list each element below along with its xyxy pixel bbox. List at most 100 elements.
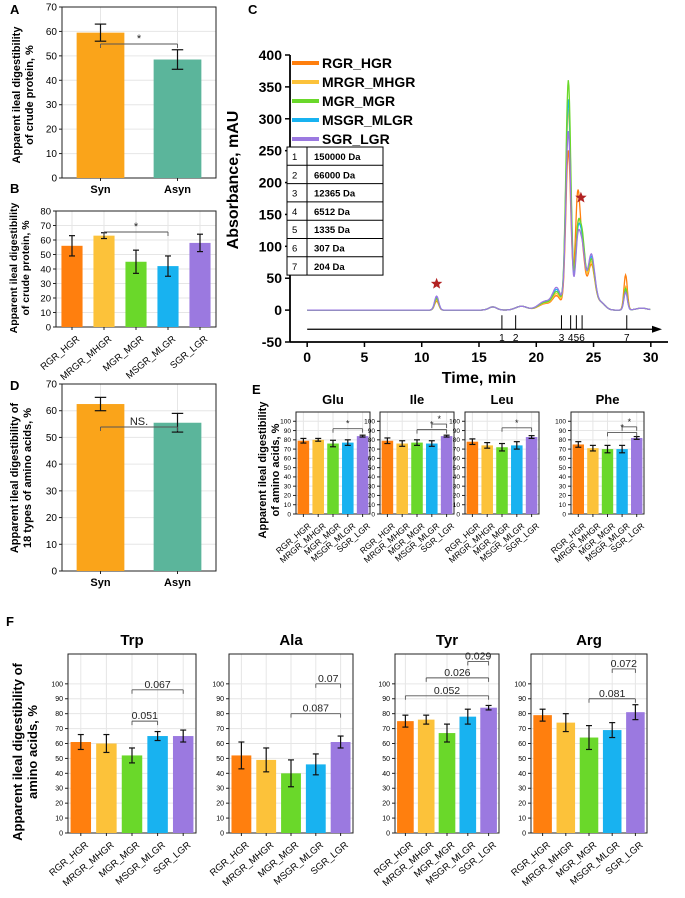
panel-f-ala-significance-label: 0.087 <box>303 703 329 715</box>
panel-c-mw-table-index: 3 <box>292 189 297 200</box>
panel-b-plot: 01020304050607080RGR_HGRMRGR_MHGRMGR_MGR… <box>39 206 217 383</box>
panel-d-bar-asyn <box>153 422 202 571</box>
panel-f-tyr-significance-label: 0.052 <box>434 685 460 697</box>
panel-e-phe-ytick-label: 90 <box>559 428 567 435</box>
panel-d-plot: 0 10 20 30 40 50 60 70 Syn Asyn NS. <box>46 380 217 589</box>
panel-e-ile-ytick-label: 20 <box>368 493 376 500</box>
panel-e-leu-ytick-label: 90 <box>453 428 461 435</box>
panel-c-legend-label: SGR_LGR <box>322 131 390 147</box>
panel-f-ala-ytick-label: 50 <box>216 756 224 763</box>
panel-e-glu-bar-msgr_mlgr <box>342 442 354 514</box>
panel-c-mw-table-weight: 1335 Da <box>314 225 351 236</box>
panel-e-phe-ytick-label: 50 <box>559 465 567 472</box>
panel-e-ile-ytick-label: 30 <box>368 483 376 490</box>
panel-d-ytick-label: 10 <box>46 540 58 551</box>
panel-a-category-label: Asyn <box>164 184 191 196</box>
panel-e-leu-title: Leu <box>490 392 513 407</box>
panel-f-tyr-ytick-label: 50 <box>382 756 390 763</box>
panel-d-ytick-label: 60 <box>46 406 58 417</box>
panel-f-arg-ytick-label: 60 <box>518 741 526 748</box>
panel-f-trp-title: Trp <box>120 632 143 649</box>
panel-letter-f: F <box>6 614 14 629</box>
panel-c-mw-table-index: 1 <box>292 152 297 163</box>
panel-f-tyr-significance-label: 0.026 <box>444 667 470 679</box>
panel-e-leu-significance-label: * <box>515 418 519 428</box>
panel-c-xtick-label: 25 <box>586 349 602 365</box>
panel-e-glu-bar-mrgr_mhgr <box>312 439 324 514</box>
panel-b-bar-msgr_mlgr <box>157 266 179 327</box>
panel-e-glu-plot: 0102030405060708090100RGR_HGRMRGR_MHGRMG… <box>274 411 372 565</box>
panel-f-arg-significance-label: 0.072 <box>611 658 637 670</box>
panel-letter-c: C <box>248 2 258 17</box>
panel-c-marker-label: 7 <box>624 333 630 344</box>
panel-f-trp-bar-rgr_hgr <box>70 742 92 833</box>
panel-c-legend-label: MSGR_MLGR <box>322 112 413 128</box>
panel-a-ylabel: Apparent ileal digestibility <box>11 26 23 164</box>
panel-e-leu-ytick-label: 0 <box>456 511 460 518</box>
panel-f-tyr-ytick-label: 10 <box>382 816 390 823</box>
panel-e-leu-ytick-label: 40 <box>453 474 461 481</box>
panel-c-mw-table-index: 5 <box>292 225 297 236</box>
panel-e-ile-significance-label: * <box>437 414 441 424</box>
panel-e-ile-ytick-label: 100 <box>364 419 375 426</box>
panel-f-ala-ytick-label: 80 <box>216 711 224 718</box>
panel-c-marker-arrowhead <box>652 325 662 333</box>
panel-c-xtick-label: 15 <box>471 349 487 365</box>
panel-f-trp-significance-label: 0.067 <box>144 679 170 691</box>
panel-a-axes-frame <box>61 6 217 179</box>
panel-e-ile-plot: 0102030405060708090100RGR_HGRMRGR_MHGRMG… <box>358 411 456 565</box>
panel-f-ylabel: amino acids, % <box>25 705 40 799</box>
panel-f-trp-ytick-label: 70 <box>55 726 63 733</box>
panel-f-tyr-ytick-label: 60 <box>382 741 390 748</box>
panel-e-ile-ytick-label: 90 <box>368 428 376 435</box>
panel-e-leu-bar-rgr_hgr <box>466 441 479 514</box>
panel-f-trp-significance-label: 0.051 <box>132 710 158 722</box>
panel-f-tyr-bar-mgr_mgr <box>438 733 456 833</box>
panel-f-trp-bar-msgr_mlgr <box>147 736 168 833</box>
panel-b-bar-rgr_hgr <box>61 245 83 327</box>
panel-f-tyr-plot: 0102030405060708090100RGR_HGRMRGR_MHGRMG… <box>372 650 500 889</box>
panel-f-arg-plot: 0102030405060708090100RGR_HGRMRGR_MHGRMG… <box>509 653 648 889</box>
panel-e-phe-bar-sgr_lgr <box>631 437 643 514</box>
panel-e-leu-ytick-label: 80 <box>453 437 461 444</box>
panel-c-marker-label: 4 <box>568 333 574 344</box>
panel-f-trp-plot: 0102030405060708090100RGR_HGRMRGR_MHGRMG… <box>47 653 197 889</box>
panel-c-legend-label: MGR_MGR <box>322 93 395 109</box>
panel-d-ytick-label: 20 <box>46 513 58 524</box>
panel-c-marker-label: 1 <box>499 333 505 344</box>
panel-f-arg-bar-mgr_mgr <box>579 737 599 833</box>
panel-e-phe-title: Phe <box>596 392 620 407</box>
panel-c-xtick-label: 5 <box>361 349 369 365</box>
panel-e-glu-ytick-label: 50 <box>284 465 292 472</box>
panel-e-glu-ytick-label: 30 <box>284 483 292 490</box>
panel-f-ala-bar-mgr_mgr <box>281 773 301 833</box>
panel-a-ytick-label: 20 <box>46 125 58 136</box>
panel-e-glu-ytick-label: 40 <box>284 474 292 481</box>
panel-c-mw-table-index: 2 <box>292 170 297 181</box>
panel-b-ytick-label: 20 <box>40 293 51 304</box>
panel-f-ala-bar-mrgr_mhgr <box>256 759 277 833</box>
panel-e-phe-bar-rgr_hgr <box>572 444 584 514</box>
panel-f-tyr-ytick-label: 70 <box>382 726 390 733</box>
panel-c-legend-label: RGR_HGR <box>322 55 392 71</box>
panel-e-leu-ytick-label: 60 <box>453 456 461 463</box>
panel-f-ala-ytick-label: 20 <box>216 801 224 808</box>
panel-e-glu-ytick-label: 70 <box>284 446 292 453</box>
panel-e-leu-ytick-label: 10 <box>453 502 461 509</box>
panel-b-ytick-label: 40 <box>40 264 51 275</box>
panel-e-ile-ytick-label: 10 <box>368 502 376 509</box>
panel-a-plot: 0 10 20 30 40 50 60 70 Syn Asyn * <box>46 3 217 196</box>
panel-d-ytick-label: 40 <box>46 460 58 471</box>
panel-e-ile-ytick-label: 0 <box>371 511 375 518</box>
panel-f-arg-ytick-label: 0 <box>522 830 526 837</box>
panel-f-tyr-ytick-label: 90 <box>382 696 390 703</box>
panel-e-leu-bar-msgr_mlgr <box>511 445 523 514</box>
panel-f-arg-ytick-label: 80 <box>518 711 526 718</box>
panel-a-ytick-label: 0 <box>51 174 57 185</box>
panel-c-ytick-label: 300 <box>259 111 283 127</box>
panel-e-phe-significance-label: * <box>628 417 632 427</box>
panel-b-ytick-label: 70 <box>40 221 51 232</box>
panel-f-trp-ytick-label: 40 <box>55 771 63 778</box>
panel-f-tyr-ytick-label: 80 <box>382 711 390 718</box>
panel-d-bar-syn <box>76 404 125 571</box>
